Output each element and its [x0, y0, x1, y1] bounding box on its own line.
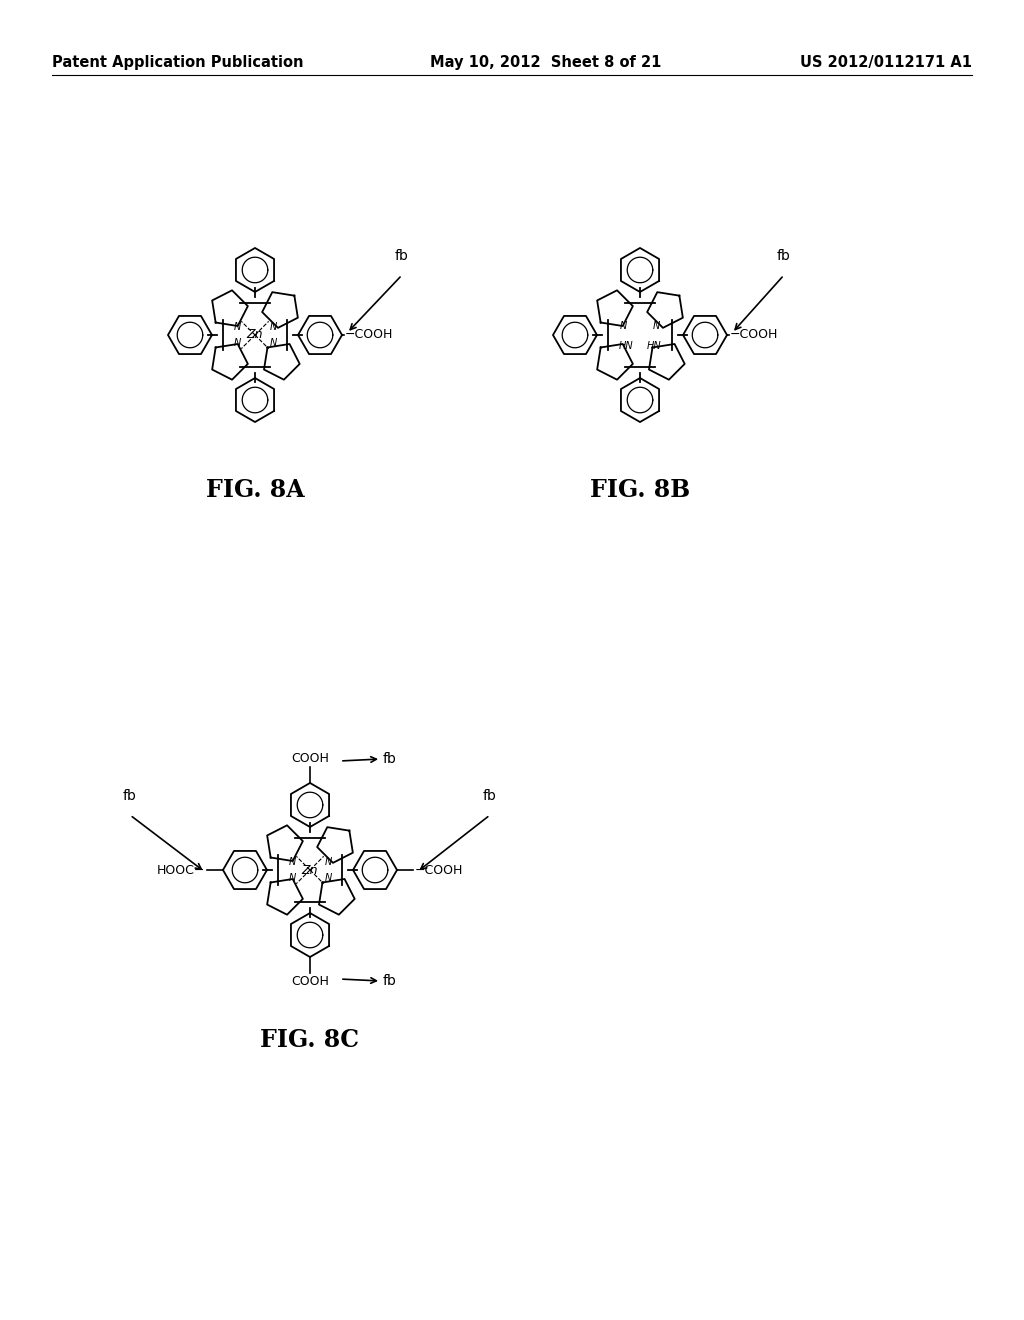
Text: COOH: COOH [291, 975, 329, 987]
Text: fb: fb [383, 974, 397, 987]
Text: fb: fb [123, 789, 137, 803]
Text: HN: HN [618, 341, 634, 351]
Text: Patent Application Publication: Patent Application Publication [52, 54, 303, 70]
Text: Zn: Zn [302, 863, 318, 876]
Text: HN: HN [646, 341, 662, 351]
Text: N: N [233, 322, 241, 333]
Text: US 2012/0112171 A1: US 2012/0112171 A1 [800, 54, 972, 70]
Text: N: N [325, 857, 332, 867]
Text: FIG. 8C: FIG. 8C [260, 1028, 359, 1052]
Text: N: N [652, 321, 659, 331]
Text: N: N [233, 338, 241, 348]
Text: Zn: Zn [247, 329, 263, 342]
Text: N: N [269, 322, 276, 333]
Text: fb: fb [395, 249, 409, 263]
Text: fb: fb [383, 752, 397, 766]
Text: N: N [325, 873, 332, 883]
Text: fb: fb [777, 249, 791, 263]
Text: N: N [289, 857, 296, 867]
Text: N: N [621, 321, 628, 331]
Text: −COOH: −COOH [415, 863, 464, 876]
Text: FIG. 8A: FIG. 8A [206, 478, 304, 502]
Text: HOOC−: HOOC− [157, 863, 205, 876]
Text: −COOH: −COOH [345, 329, 393, 342]
Text: COOH: COOH [291, 752, 329, 766]
Text: May 10, 2012  Sheet 8 of 21: May 10, 2012 Sheet 8 of 21 [430, 54, 662, 70]
Text: −COOH: −COOH [730, 329, 778, 342]
Text: N: N [269, 338, 276, 348]
Text: FIG. 8B: FIG. 8B [590, 478, 690, 502]
Text: N: N [289, 873, 296, 883]
Text: fb: fb [483, 789, 497, 803]
